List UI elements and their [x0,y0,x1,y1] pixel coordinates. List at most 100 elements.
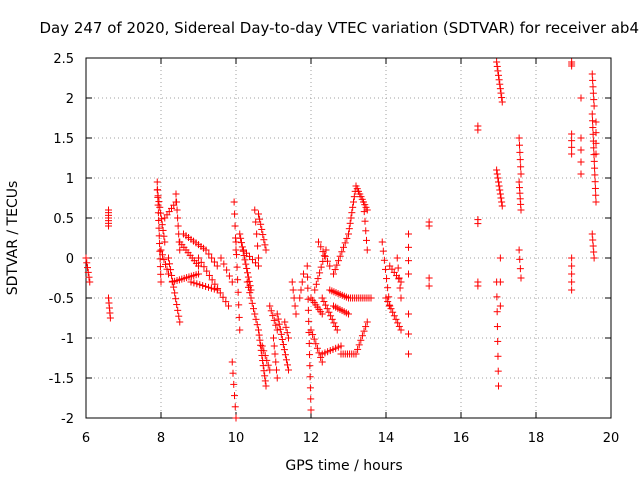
data-point [243,249,250,257]
data-point [496,190,504,198]
data-point [425,274,433,282]
data-point [160,256,168,264]
data-point [590,248,598,256]
data-point [83,259,91,267]
data-point [495,182,503,190]
data-point [592,198,600,206]
data-point [195,254,202,262]
y-tick-label: 0.5 [53,212,74,227]
data-point [233,251,241,259]
data-point [396,284,404,292]
data-point [260,367,268,375]
data-point [360,198,367,206]
data-point [261,241,269,249]
data-point [568,130,576,138]
data-point [495,76,503,84]
data-point [263,356,271,364]
data-point [330,270,337,278]
data-point [270,334,277,342]
data-point [494,337,502,345]
data-point [285,366,292,374]
data-point [495,178,502,186]
data-point [278,335,286,343]
data-point [234,288,242,296]
data-point [241,256,249,264]
data-point [357,336,365,344]
data-point [309,331,317,339]
data-point [498,94,506,102]
data-point [397,326,405,334]
data-point [493,293,501,301]
data-point [311,286,319,294]
data-point [210,258,218,266]
data-point [494,367,502,375]
data-point [591,184,599,192]
data-point [282,323,290,331]
data-point [318,310,326,318]
data-point [384,284,392,292]
x-tick-label: 10 [228,431,245,446]
data-point [269,312,277,320]
data-point [425,222,433,230]
data-point [203,267,211,275]
data-point [497,194,505,202]
data-point [231,403,239,411]
data-point [233,263,241,271]
data-point [313,344,321,352]
data-point [213,262,221,270]
data-point [363,318,371,326]
data-point [246,282,254,290]
data-point [275,320,283,328]
x-tick-label: 8 [157,431,165,446]
data-point [157,209,165,217]
data-point [256,215,264,223]
data-point [251,310,259,318]
data-point [588,110,596,118]
data-point [216,289,224,297]
data-point [193,280,201,288]
data-point [252,259,259,267]
data-point [296,294,304,302]
data-point [154,192,162,200]
data-point [515,134,523,142]
data-point [238,243,246,251]
data-point [86,278,94,286]
data-point [474,126,482,134]
data-point [253,230,261,238]
data-point [405,230,412,238]
data-point [343,234,351,242]
data-point [210,285,218,293]
data-point [304,284,312,292]
data-point [405,330,412,338]
y-tick-label: 1 [66,172,74,187]
data-point [336,252,344,260]
data-point [231,392,238,400]
data-point [493,62,501,70]
data-point [362,323,370,331]
data-point [297,286,305,294]
data-point [333,261,341,269]
data-point [363,236,370,244]
data-point [160,232,168,240]
data-point [319,248,327,256]
data-point [568,137,576,145]
data-point [314,275,322,283]
data-point [498,202,506,210]
data-point [231,222,239,230]
data-point [496,278,504,286]
data-point [425,282,433,290]
data-point [276,325,284,333]
data-point [516,265,524,273]
data-point [235,313,243,321]
data-point [590,96,598,104]
data-point [248,299,256,307]
data-point [315,238,322,246]
data-point [283,329,291,337]
data-point [322,301,330,309]
data-point [516,156,524,164]
data-point [325,308,333,316]
data-point [156,247,164,255]
data-point [347,214,355,222]
data-point [493,323,501,331]
data-point [517,206,525,214]
